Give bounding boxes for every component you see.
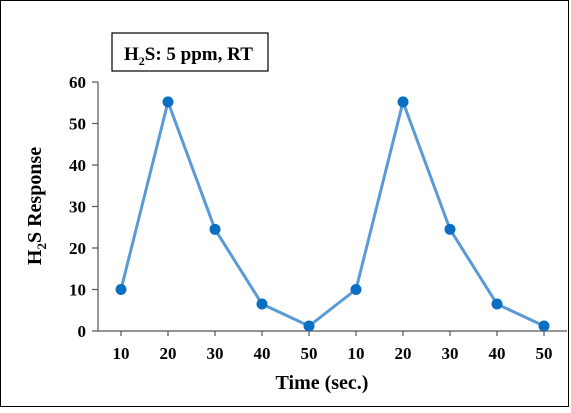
x-tick-label: 20 bbox=[160, 344, 177, 363]
y-tick-label: 40 bbox=[69, 156, 86, 175]
data-point bbox=[538, 320, 550, 332]
x-tick-label: 50 bbox=[301, 344, 318, 363]
x-tick-label: 20 bbox=[395, 344, 412, 363]
x-tick-label: 10 bbox=[113, 344, 130, 363]
x-tick-label: 40 bbox=[254, 344, 271, 363]
data-point bbox=[491, 298, 503, 310]
data-point bbox=[444, 223, 456, 235]
x-tick-label: 30 bbox=[207, 344, 224, 363]
x-tick-label: 30 bbox=[442, 344, 459, 363]
y-tick-label: 0 bbox=[78, 322, 87, 341]
data-point bbox=[162, 96, 174, 108]
x-tick-label: 40 bbox=[489, 344, 506, 363]
data-point bbox=[256, 298, 268, 310]
y-tick-label: 10 bbox=[69, 281, 86, 300]
y-tick-label: 30 bbox=[69, 198, 86, 217]
y-tick-label: 60 bbox=[69, 73, 86, 92]
y-ticks: 0 10 20 30 40 50 60 bbox=[69, 73, 98, 341]
series bbox=[115, 96, 550, 332]
x-tick-label: 10 bbox=[348, 344, 365, 363]
annotation-text: H2S: 5 ppm, RT bbox=[124, 44, 253, 68]
data-point bbox=[303, 320, 315, 332]
data-point bbox=[350, 284, 362, 295]
data-point bbox=[115, 284, 127, 295]
x-tick-label: 50 bbox=[536, 344, 553, 363]
y-tick-label: 50 bbox=[69, 115, 86, 134]
y-axis-label: H2S Response bbox=[24, 147, 49, 265]
y-tick-label: 20 bbox=[69, 239, 86, 258]
data-point bbox=[397, 96, 409, 108]
x-ticks: 10 20 30 40 50 10 20 30 40 50 bbox=[113, 331, 553, 363]
data-point bbox=[209, 223, 221, 235]
annotation-box bbox=[111, 32, 269, 72]
x-axis-label: Time (sec.) bbox=[276, 372, 369, 394]
series-line bbox=[119, 100, 545, 328]
